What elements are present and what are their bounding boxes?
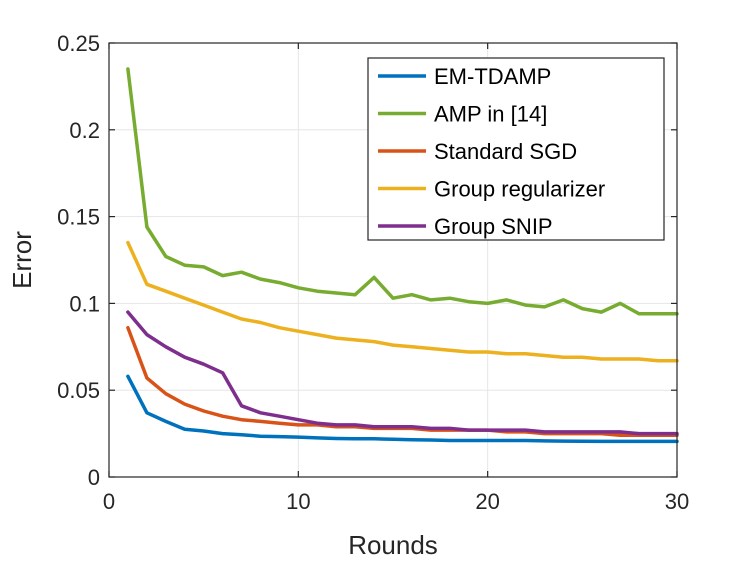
series-line-group-regularizer [126, 240, 679, 363]
y-axis-title: Error [7, 231, 37, 289]
y-tick-label: 0.15 [57, 205, 100, 230]
y-tick-label: 0 [88, 465, 100, 490]
legend-label-em-tdamp: EM-TDAMP [434, 64, 551, 89]
series-lines [126, 67, 679, 444]
series-line-amp-in-14 [126, 67, 679, 316]
legend-label-group-snip: Group SNIP [434, 214, 553, 239]
y-tick-label: 0.25 [57, 31, 100, 56]
x-tick-label: 10 [286, 489, 310, 514]
legend-box [367, 57, 665, 241]
x-tick-label: 30 [665, 489, 689, 514]
legend: EM-TDAMP AMP in [14] Standard SGD Group reg… [367, 57, 665, 241]
plot-frame [108, 42, 678, 478]
y-tick-label: 0.2 [69, 118, 100, 143]
series-line-em-tdamp [126, 374, 679, 444]
series-line-group-snip [126, 310, 679, 436]
legend-label-standard-sgd: Standard SGD [434, 139, 577, 164]
legend-label-amp-in-14: AMP in [14] [434, 102, 547, 127]
y-tick-label: 0.1 [69, 291, 100, 316]
legend-label-group-regularizer: Group regularizer [434, 177, 605, 202]
y-tick-label: 0.05 [57, 378, 100, 403]
x-tick-label: 20 [475, 489, 499, 514]
x-axis-title: Rounds [348, 530, 438, 560]
x-tick-label: 0 [103, 489, 115, 514]
axis-ticks: 0 10 20 30 0 0.05 0.1 0.15 0.2 0.25 [57, 31, 689, 514]
